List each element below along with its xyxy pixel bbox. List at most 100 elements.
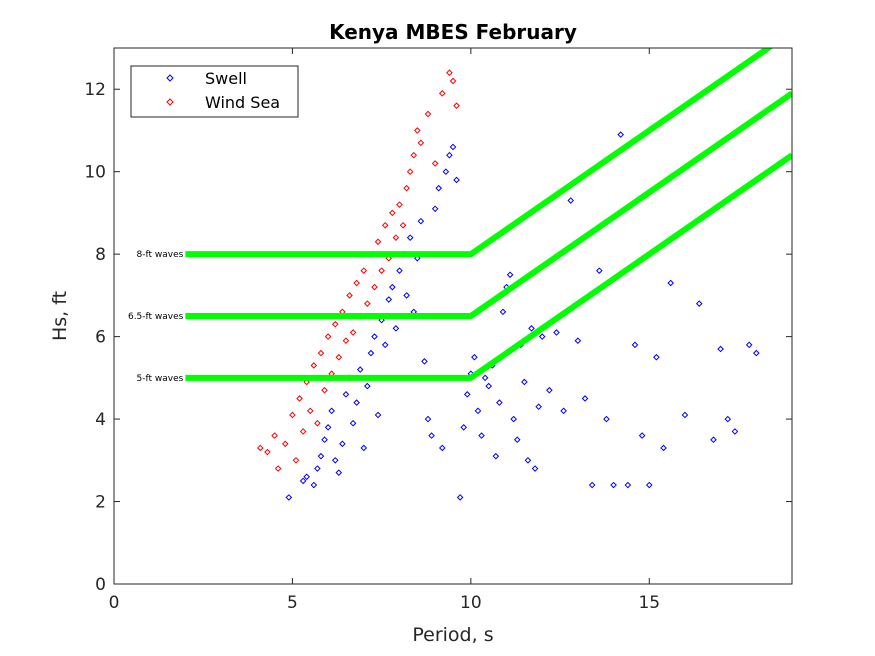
swell-point [528, 325, 535, 332]
wind-sea-point [424, 110, 432, 118]
threshold-annotation-3: 5-ft waves [137, 374, 184, 384]
wind-sea-point [371, 283, 378, 291]
swell-point [414, 254, 421, 262]
y-tick-label: 6 [95, 328, 106, 348]
threshold-line-1 [185, 48, 774, 258]
swell-point [417, 217, 425, 225]
wind-sea-point [414, 127, 421, 134]
legend-box [130, 65, 299, 118]
swell-point [392, 325, 400, 332]
swell-point [588, 481, 596, 489]
wind-sea-point [396, 201, 403, 208]
threshold-annotation-2: 6.5-ft waves [128, 312, 184, 322]
wind-sea-point [364, 300, 371, 307]
wind-sea-point [264, 448, 271, 456]
swell-point [442, 168, 450, 175]
swell-point [753, 349, 760, 357]
swell-point [631, 341, 639, 349]
x-tick-label: 10 [460, 593, 482, 613]
swell-point [431, 205, 439, 213]
wind-sea-point [392, 234, 400, 241]
y-tick-label: 4 [95, 410, 106, 430]
swell-point [424, 415, 432, 423]
plot-frame [113, 47, 793, 585]
y-axis-label: Hs, ft [49, 291, 71, 341]
swell-point [353, 399, 360, 406]
axis-ticks: 8-ft waves 6.5-ft waves 5-ft waves 0 5 10 15 0 2… [84, 48, 792, 613]
swell-point [638, 432, 646, 439]
swell-point [567, 197, 575, 204]
wind-sea-point [281, 440, 289, 448]
swell-point [449, 143, 457, 151]
wind-sea-point [353, 279, 360, 287]
wind-sea-point [256, 444, 264, 452]
swell-point [385, 296, 393, 303]
wind-sea-point [378, 267, 385, 274]
legend-wind-sea-marker [166, 98, 174, 106]
swell-point [381, 341, 389, 349]
wind-sea-point [274, 465, 282, 472]
wind-sea-point [374, 238, 382, 246]
wind-sea-point [410, 151, 418, 159]
swell-point [303, 473, 311, 481]
swell-point [499, 308, 507, 316]
swell-point [446, 151, 453, 159]
swell-point [406, 234, 414, 241]
swell-point [367, 349, 375, 357]
swell-point [603, 415, 610, 423]
swell-point [389, 283, 396, 291]
swell-point [574, 337, 582, 345]
wind-sea-point [303, 378, 311, 386]
swell-point [349, 419, 357, 427]
swell-point [378, 316, 385, 324]
swell-point [481, 374, 489, 382]
swell-point [531, 465, 539, 472]
swell-point [364, 382, 371, 390]
legend-wind-sea-label: Wind Sea [205, 93, 280, 112]
wind-sea-point [296, 395, 303, 402]
swell-point [356, 366, 364, 373]
swell-point [717, 345, 724, 353]
wind-sea-point [399, 221, 407, 229]
wind-sea-point [385, 254, 393, 262]
swell-point [374, 411, 382, 419]
wind-sea-point [317, 349, 325, 357]
swell-point [463, 391, 471, 398]
wind-sea-point [389, 209, 396, 217]
swell-point [324, 424, 332, 431]
swell-point [521, 378, 528, 386]
swell-point [456, 494, 464, 501]
swell-point [617, 131, 625, 138]
y-tick-label: 2 [95, 493, 106, 513]
swell-point [546, 386, 553, 394]
swell-point [745, 341, 753, 349]
wind-sea-point [449, 77, 457, 85]
legend-swell-label: Swell [205, 69, 247, 88]
swell-point [310, 481, 318, 489]
wind-sea-point [306, 407, 314, 415]
x-axis-label: Period, s [412, 624, 493, 646]
wind-sea-point [360, 267, 368, 274]
swell-point [553, 329, 560, 336]
swell-point [681, 411, 689, 419]
swell-point [421, 358, 428, 365]
y-tick-label: 0 [95, 575, 106, 595]
swell-point [524, 457, 532, 464]
swell-point [438, 444, 446, 452]
wind-sea-point [417, 139, 425, 147]
swell-point [339, 440, 346, 448]
swell-point [535, 403, 542, 411]
y-tick-label: 12 [84, 80, 106, 100]
swell-point [595, 267, 603, 274]
swell-point [610, 481, 617, 489]
x-tick-label: 5 [287, 593, 298, 613]
wind-sea-point [289, 411, 296, 419]
swell-point [653, 353, 660, 361]
swell-point [435, 184, 443, 192]
swell-point [667, 279, 674, 287]
wind-sea-point [349, 329, 357, 336]
swell-point [285, 494, 293, 501]
wind-sea-point [324, 333, 332, 340]
wind-sea-point [331, 320, 339, 328]
